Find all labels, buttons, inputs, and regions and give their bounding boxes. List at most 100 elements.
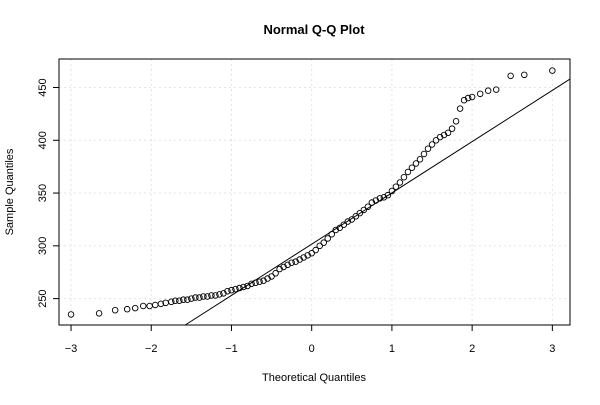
data-point xyxy=(111,306,119,314)
data-point xyxy=(312,246,319,254)
data-point xyxy=(344,218,352,225)
data-point xyxy=(388,187,396,195)
data-point xyxy=(404,168,412,176)
data-point xyxy=(448,125,456,132)
data-point xyxy=(284,261,291,269)
y-tick-label: 350 xyxy=(37,184,49,202)
data-point xyxy=(308,249,315,257)
data-point xyxy=(384,191,392,199)
data-point xyxy=(396,179,404,186)
data-point xyxy=(296,256,303,263)
data-point xyxy=(368,199,376,206)
data-point xyxy=(300,254,307,261)
data-point xyxy=(256,278,263,285)
data-point xyxy=(95,310,103,317)
data-point xyxy=(248,280,255,288)
data-point xyxy=(340,221,348,228)
data-point xyxy=(324,235,331,242)
data-point xyxy=(240,283,247,291)
data-point xyxy=(460,96,468,104)
x-tick-label: −3 xyxy=(65,343,78,355)
y-tick-label: 300 xyxy=(37,237,49,255)
data-point xyxy=(420,150,428,158)
x-tick-label: 2 xyxy=(469,343,475,355)
data-point xyxy=(304,252,311,259)
data-point xyxy=(428,141,436,148)
data-point xyxy=(123,305,131,313)
y-tick-label: 400 xyxy=(37,131,49,149)
data-point xyxy=(232,285,239,293)
data-point xyxy=(468,93,476,101)
data-point xyxy=(320,239,327,246)
data-point xyxy=(492,86,500,93)
data-point xyxy=(236,284,243,292)
data-point xyxy=(168,298,175,306)
x-tick-label: 0 xyxy=(309,343,315,355)
data-point xyxy=(464,94,472,102)
data-point xyxy=(484,87,492,94)
y-axis: 250 300 350 400 450 xyxy=(37,78,59,308)
data-point xyxy=(452,118,460,125)
data-point xyxy=(184,296,191,303)
data-point xyxy=(272,270,279,277)
data-point xyxy=(180,296,187,303)
y-tick-label: 450 xyxy=(37,78,49,96)
data-point xyxy=(376,195,384,202)
data-point xyxy=(444,129,452,137)
data-point xyxy=(507,72,514,80)
data-point xyxy=(228,286,235,294)
data-point xyxy=(408,164,416,171)
data-point xyxy=(276,265,283,273)
data-point xyxy=(188,295,195,302)
data-point xyxy=(224,287,231,295)
data-point xyxy=(268,273,275,280)
x-tick-label: −2 xyxy=(145,343,158,355)
data-point xyxy=(328,230,335,238)
data-point xyxy=(412,160,420,167)
x-axis-label: Theoretical Quantiles xyxy=(262,372,366,384)
plot-frame xyxy=(58,58,571,326)
data-point xyxy=(416,156,424,163)
x-tick-label: −1 xyxy=(225,343,238,355)
data-point xyxy=(216,291,223,298)
data-points xyxy=(67,67,556,318)
chart-title: Normal Q-Q Plot xyxy=(263,22,365,37)
data-point xyxy=(440,131,448,139)
data-point xyxy=(352,213,360,220)
data-point xyxy=(192,294,199,301)
data-point xyxy=(400,173,408,181)
data-point xyxy=(432,137,440,144)
data-point xyxy=(549,67,556,74)
data-point xyxy=(364,203,372,211)
data-point xyxy=(252,279,259,287)
data-point xyxy=(208,292,215,299)
data-point xyxy=(204,293,211,300)
data-point xyxy=(424,145,432,152)
data-point xyxy=(264,275,271,282)
data-point xyxy=(157,300,165,308)
data-point xyxy=(67,311,75,318)
data-point xyxy=(139,302,147,310)
y-axis-label: Sample Quantiles xyxy=(4,148,16,235)
data-point xyxy=(336,224,344,232)
x-tick-label: 3 xyxy=(549,343,555,355)
data-point xyxy=(356,209,364,217)
data-point xyxy=(380,194,388,201)
data-point xyxy=(476,90,484,98)
data-point xyxy=(288,259,295,266)
data-point xyxy=(348,216,356,223)
grid-lines xyxy=(59,59,570,325)
data-point xyxy=(196,294,203,301)
data-point xyxy=(292,258,299,265)
data-point xyxy=(220,290,227,297)
data-point xyxy=(131,304,139,312)
data-point xyxy=(456,105,464,112)
data-point xyxy=(332,226,340,234)
data-point xyxy=(280,263,287,271)
x-tick-label: 1 xyxy=(389,343,395,355)
data-point xyxy=(260,277,267,284)
data-point xyxy=(244,282,251,290)
data-point xyxy=(392,183,400,190)
